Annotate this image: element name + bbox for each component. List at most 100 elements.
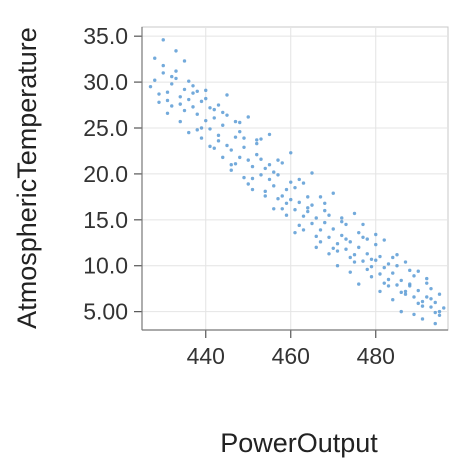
data-point bbox=[437, 313, 442, 318]
data-point bbox=[289, 180, 293, 184]
data-point bbox=[425, 281, 429, 285]
data-point bbox=[378, 289, 382, 294]
data-point bbox=[216, 133, 221, 138]
data-point bbox=[374, 242, 378, 247]
data-point bbox=[263, 194, 267, 198]
axes bbox=[134, 27, 448, 338]
data-point bbox=[229, 163, 233, 167]
data-point bbox=[301, 181, 306, 185]
data-point bbox=[412, 274, 416, 278]
data-points bbox=[148, 38, 446, 326]
data-point bbox=[225, 113, 229, 117]
data-point bbox=[425, 276, 429, 281]
data-point bbox=[386, 277, 391, 282]
data-point bbox=[161, 63, 165, 68]
data-point bbox=[165, 111, 170, 116]
data-point bbox=[246, 158, 250, 162]
data-point bbox=[293, 185, 297, 190]
data-point bbox=[259, 173, 263, 177]
data-point bbox=[216, 139, 221, 143]
data-point bbox=[263, 189, 267, 194]
data-point bbox=[348, 270, 352, 274]
data-point bbox=[348, 255, 352, 260]
data-point bbox=[403, 260, 408, 264]
data-point bbox=[191, 91, 195, 95]
x-axis-ticks: 440 460 480 bbox=[187, 343, 395, 369]
data-point bbox=[204, 88, 208, 93]
data-point bbox=[148, 84, 153, 89]
data-point bbox=[187, 79, 191, 83]
data-point bbox=[267, 177, 272, 182]
data-point bbox=[386, 284, 391, 288]
data-point bbox=[178, 102, 182, 106]
data-point bbox=[323, 208, 327, 213]
data-point bbox=[212, 116, 216, 120]
data-point bbox=[310, 171, 314, 175]
data-point bbox=[276, 173, 280, 177]
data-point bbox=[165, 98, 170, 103]
data-point bbox=[246, 182, 250, 186]
data-point bbox=[408, 282, 412, 286]
y-tick-label: 35.0 bbox=[83, 23, 128, 49]
data-point bbox=[382, 281, 386, 285]
data-point bbox=[242, 145, 246, 149]
data-point bbox=[233, 119, 238, 124]
data-point bbox=[314, 216, 318, 220]
data-point bbox=[382, 238, 386, 242]
data-point bbox=[412, 295, 416, 299]
data-point bbox=[272, 184, 276, 188]
data-point bbox=[331, 246, 335, 250]
data-point bbox=[233, 162, 238, 166]
data-point bbox=[272, 207, 276, 211]
data-point bbox=[174, 76, 178, 81]
data-point bbox=[289, 151, 293, 155]
data-point bbox=[238, 155, 242, 160]
data-point bbox=[208, 144, 212, 149]
data-point bbox=[293, 208, 297, 212]
data-point bbox=[255, 141, 259, 146]
data-point bbox=[420, 317, 425, 321]
data-point bbox=[433, 321, 437, 326]
data-point bbox=[335, 249, 340, 253]
data-point bbox=[170, 104, 174, 108]
data-point bbox=[229, 148, 233, 152]
data-point bbox=[386, 262, 391, 266]
data-point bbox=[327, 252, 331, 256]
data-point bbox=[340, 216, 344, 220]
data-point bbox=[204, 96, 208, 101]
data-point bbox=[327, 235, 331, 239]
data-point bbox=[318, 240, 323, 244]
data-point bbox=[344, 247, 348, 251]
data-point bbox=[442, 306, 446, 310]
data-point bbox=[318, 195, 323, 199]
data-point bbox=[297, 177, 301, 182]
data-point bbox=[280, 161, 284, 165]
data-point bbox=[284, 187, 289, 192]
data-point bbox=[259, 157, 263, 161]
data-point bbox=[403, 289, 408, 294]
data-point bbox=[250, 187, 255, 192]
data-point bbox=[429, 297, 433, 301]
data-point bbox=[301, 228, 306, 232]
data-point bbox=[408, 268, 412, 273]
data-point bbox=[195, 128, 199, 132]
data-point bbox=[238, 129, 242, 134]
data-point bbox=[352, 260, 357, 264]
data-point bbox=[344, 237, 348, 241]
data-point bbox=[318, 228, 323, 232]
data-point bbox=[182, 87, 187, 92]
data-point bbox=[301, 214, 306, 218]
data-point bbox=[429, 305, 433, 309]
data-point bbox=[221, 155, 225, 160]
data-point bbox=[250, 164, 255, 169]
x-tick-label: 440 bbox=[187, 343, 225, 369]
data-point bbox=[229, 168, 233, 172]
data-point bbox=[195, 89, 199, 93]
data-point bbox=[246, 115, 250, 119]
data-point bbox=[153, 56, 157, 60]
data-point bbox=[437, 309, 442, 314]
data-point bbox=[161, 38, 165, 42]
data-point bbox=[374, 232, 378, 237]
y-tick-label: 30.0 bbox=[83, 69, 128, 95]
